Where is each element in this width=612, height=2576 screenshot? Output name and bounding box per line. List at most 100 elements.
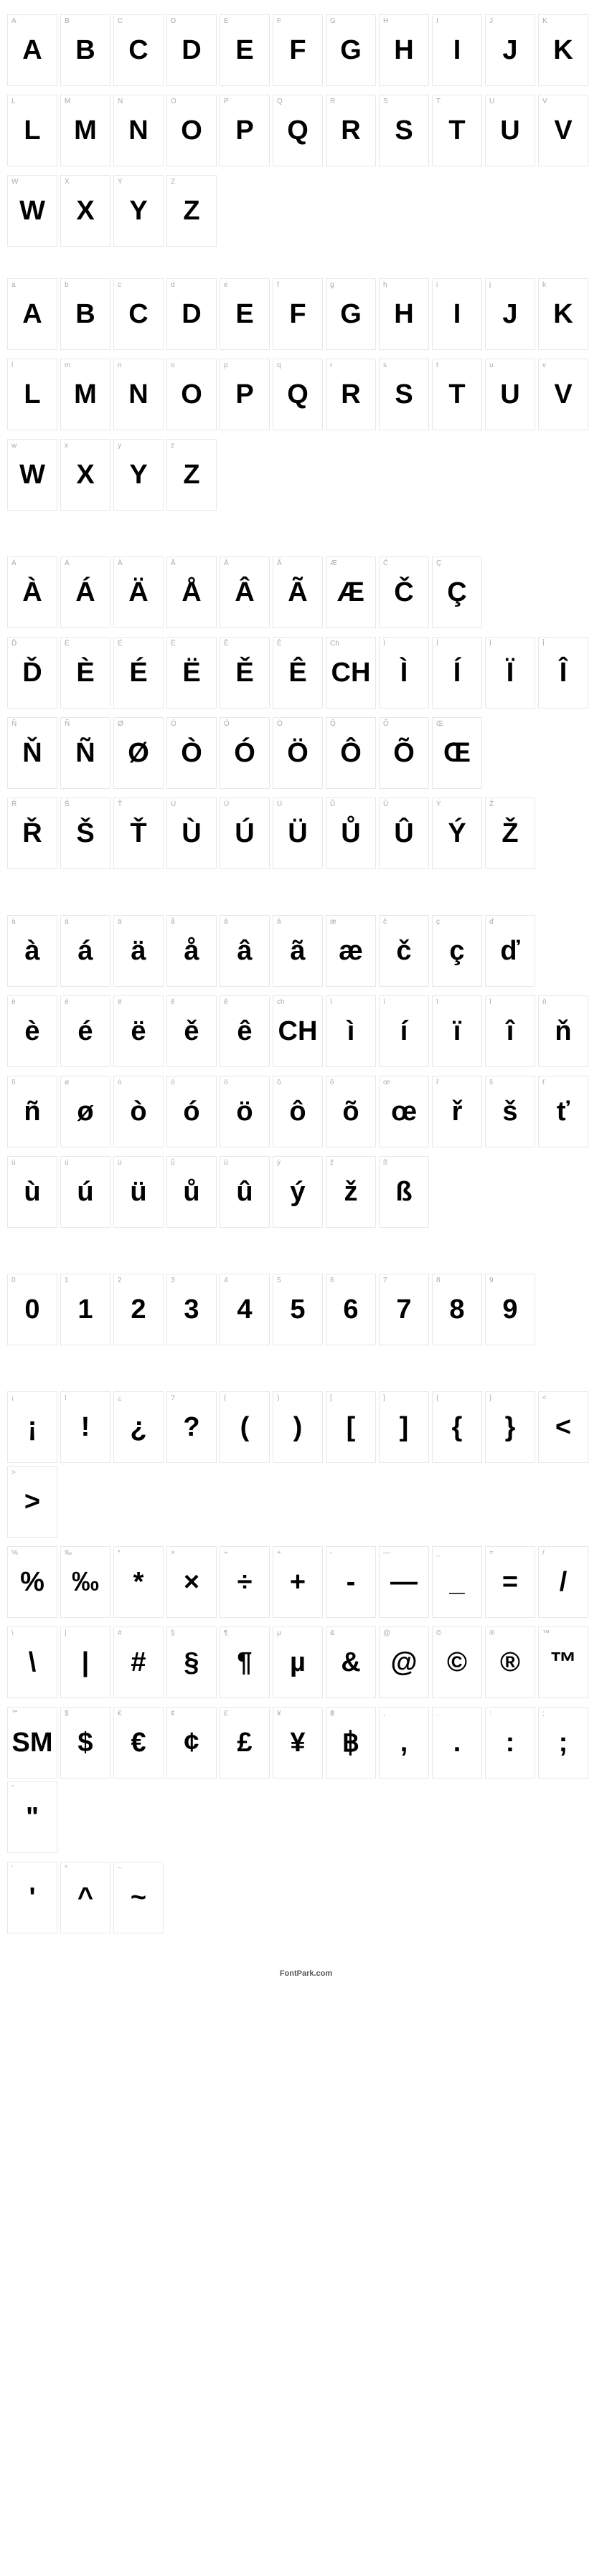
glyph-label: + — [277, 1549, 281, 1557]
glyph-char: T — [448, 381, 465, 408]
glyph-row: ÀÀÁÁÄÄÅÅÂÂÃÃÆÆČČÇÇ — [7, 557, 605, 628]
glyph-row: ùùúúüüůůûûýýžžßß — [7, 1156, 605, 1228]
glyph-char: Â — [235, 579, 254, 606]
glyph-cell: 55 — [273, 1274, 323, 1345]
glyph-char: Ú — [235, 820, 254, 847]
glyph-char: 0 — [24, 1296, 39, 1323]
glyph-char: ÷ — [237, 1568, 253, 1596]
glyph-label: > — [11, 1469, 16, 1477]
glyph-label: . — [436, 1710, 438, 1718]
glyph-label: Ü — [277, 800, 282, 808]
glyph-label: õ — [330, 1079, 334, 1086]
glyph-char: ฿ — [342, 1729, 359, 1756]
glyph-label: P — [224, 98, 229, 105]
glyph-cell: ŘŘ — [7, 797, 57, 869]
glyph-cell: íí — [379, 995, 429, 1067]
glyph-char: Z — [183, 461, 199, 488]
glyph-label: $ — [65, 1710, 69, 1718]
glyph-char: Ô — [340, 739, 362, 767]
glyph-label: L — [11, 98, 16, 105]
glyph-label: ℠ — [11, 1710, 19, 1718]
glyph-char: } — [505, 1414, 516, 1441]
glyph-cell: ää — [113, 915, 164, 987]
glyph-cell: __ — [432, 1546, 482, 1618]
glyph-cell: ÜÜ — [273, 797, 323, 869]
glyph-label: œ — [383, 1079, 390, 1086]
glyph-char: 9 — [502, 1296, 517, 1323]
glyph-char: I — [453, 300, 461, 328]
glyph-cell: ťť — [538, 1076, 588, 1147]
glyph-char: Q — [287, 381, 309, 408]
glyph-cell: ?? — [166, 1391, 217, 1463]
glyph-cell: ÕÕ — [379, 717, 429, 789]
glyph-cell: 22 — [113, 1274, 164, 1345]
glyph-cell: ĚĚ — [220, 637, 270, 709]
glyph-cell: FF — [273, 14, 323, 86]
glyph-char: O — [181, 117, 202, 144]
glyph-cell: ** — [113, 1546, 164, 1618]
glyph-label: ‰ — [65, 1549, 72, 1557]
glyph-char: Ñ — [75, 739, 95, 767]
glyph-label: ě — [171, 998, 175, 1006]
glyph-char: Y — [129, 197, 147, 224]
glyph-label: ¡ — [11, 1394, 14, 1402]
glyph-cell: ËË — [166, 637, 217, 709]
glyph-label: ù — [11, 1159, 16, 1167]
glyph-row: 00112233445566778899 — [7, 1274, 605, 1345]
glyph-cell: ŠŠ — [60, 797, 110, 869]
glyph-char: Œ — [443, 739, 471, 767]
glyph-cell: ïï — [432, 995, 482, 1067]
glyph-char: & — [341, 1649, 360, 1676]
glyph-row: ŘŘŠŠŤŤÙÙÚÚÜÜŮŮÛÛÝÝŽŽ — [7, 797, 605, 869]
glyph-row: ŇŇÑÑØØÒÒÓÓÖÖÔÔÕÕŒŒ — [7, 717, 605, 789]
glyph-label: B — [65, 17, 70, 25]
glyph-char: . — [453, 1729, 461, 1756]
glyph-cell: (( — [220, 1391, 270, 1463]
glyph-label: Ý — [436, 800, 441, 808]
glyph-char: é — [77, 1018, 93, 1045]
glyph-char: Š — [76, 820, 94, 847]
glyph-cell: fF — [273, 278, 323, 350]
glyph-cell: ÓÓ — [220, 717, 270, 789]
glyph-char: U — [500, 381, 519, 408]
glyph-cell: ]] — [379, 1391, 429, 1463]
glyph-char: Í — [453, 659, 461, 686]
glyph-char: { — [452, 1414, 463, 1441]
glyph-cell: CC — [113, 14, 164, 86]
glyph-char: + — [290, 1568, 306, 1596]
glyph-char: Ó — [234, 739, 255, 767]
glyph-char: R — [341, 117, 360, 144]
glyph-cell: -- — [326, 1546, 376, 1618]
glyph-char: D — [182, 37, 201, 64]
glyph-label: ch — [277, 998, 285, 1006]
glyph-cell: PP — [220, 95, 270, 166]
glyph-char: ¿ — [130, 1414, 146, 1441]
glyph-cell: LL — [7, 95, 57, 166]
glyph-label: Y — [118, 178, 123, 186]
glyph-label: í — [383, 998, 385, 1006]
glyph-cell: $$ — [60, 1707, 110, 1779]
glyph-label: i — [436, 281, 438, 289]
glyph-label: d — [171, 281, 175, 289]
glyph-cell: ÒÒ — [166, 717, 217, 789]
glyph-cell: ®® — [485, 1626, 535, 1698]
glyph-label: D — [171, 17, 176, 25]
glyph-cell: áá — [60, 915, 110, 987]
glyph-label: Ž — [489, 800, 494, 808]
glyph-label: h — [383, 281, 387, 289]
glyph-char: X — [76, 461, 94, 488]
glyph-label: æ — [330, 918, 336, 926]
glyph-char: Ť — [130, 820, 146, 847]
glyph-char: % — [20, 1568, 44, 1596]
glyph-char: W — [19, 197, 45, 224]
glyph-char: ě — [184, 1018, 199, 1045]
glyph-char: A — [22, 300, 42, 328]
glyph-label: £ — [224, 1710, 228, 1718]
glyph-char: î — [507, 1018, 514, 1045]
glyph-label: ฿ — [330, 1710, 334, 1718]
glyph-char: SM — [12, 1729, 53, 1756]
glyph-label: y — [118, 442, 121, 450]
glyph-label: ü — [118, 1159, 122, 1167]
glyph-cell: aA — [7, 278, 57, 350]
glyph-label: t — [436, 361, 438, 369]
